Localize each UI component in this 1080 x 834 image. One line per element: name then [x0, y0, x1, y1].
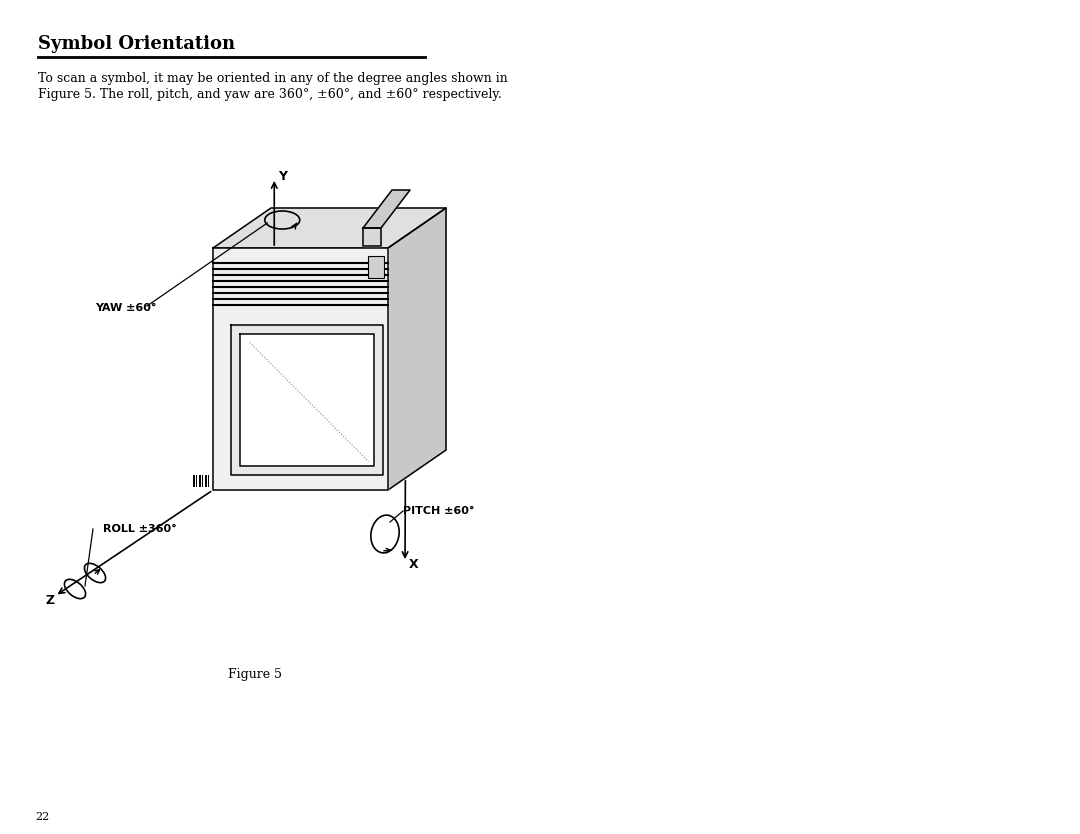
Text: 22: 22: [35, 812, 50, 822]
Bar: [195, 475, 198, 487]
Text: X: X: [409, 557, 419, 570]
Bar: [205, 475, 206, 487]
Bar: [208, 475, 210, 487]
Text: Y: Y: [279, 169, 287, 183]
Polygon shape: [213, 208, 446, 248]
Text: ROLL ±360°: ROLL ±360°: [103, 524, 177, 534]
Text: Figure 5. The roll, pitch, and yaw are 360°, ±60°, and ±60° respectively.: Figure 5. The roll, pitch, and yaw are 3…: [38, 88, 502, 101]
Polygon shape: [388, 208, 446, 490]
Text: Symbol Orientation: Symbol Orientation: [38, 35, 235, 53]
Polygon shape: [213, 248, 388, 490]
Polygon shape: [363, 228, 381, 246]
Polygon shape: [230, 325, 382, 475]
Bar: [368, 256, 384, 278]
Text: PITCH ±60°: PITCH ±60°: [403, 506, 474, 516]
Bar: [193, 475, 194, 487]
Polygon shape: [240, 334, 374, 466]
Text: To scan a symbol, it may be oriented in any of the degree angles shown in: To scan a symbol, it may be oriented in …: [38, 72, 508, 85]
Polygon shape: [363, 190, 410, 228]
Bar: [199, 475, 201, 487]
Text: YAW ±60°: YAW ±60°: [95, 303, 157, 313]
Text: Z: Z: [45, 595, 54, 607]
Bar: [202, 475, 203, 487]
Text: Figure 5: Figure 5: [228, 668, 282, 681]
